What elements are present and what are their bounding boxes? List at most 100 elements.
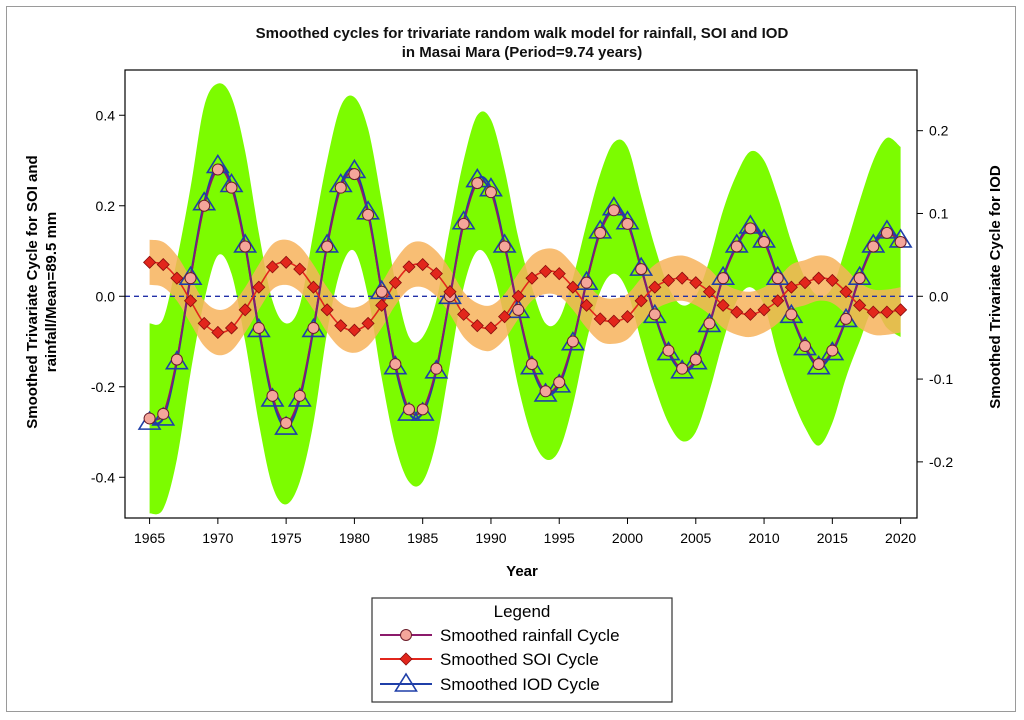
soi-point — [293, 262, 307, 276]
legend-iod-marker — [394, 672, 418, 692]
soi-point — [880, 305, 894, 319]
rainfall-point — [744, 222, 757, 235]
legend-label: Smoothed IOD Cycle — [440, 675, 600, 694]
soi-point — [457, 307, 471, 321]
soi-point — [334, 319, 348, 333]
legend-label: Smoothed rainfall Cycle — [440, 626, 620, 645]
rainfall-point — [403, 403, 416, 416]
soi-point — [306, 280, 321, 294]
soi-point — [361, 316, 375, 330]
soi-point — [539, 264, 553, 278]
rainfall-point — [880, 226, 893, 239]
x-tick-label: 2005 — [680, 530, 711, 546]
chart-title-line2: in Masai Mara (Period=9.74 years) — [402, 44, 643, 61]
soi-point — [279, 255, 293, 269]
soi-point — [443, 285, 457, 299]
rainfall-point — [853, 272, 866, 285]
soi-point — [224, 321, 239, 335]
soi-point — [634, 294, 648, 308]
rainfall-point — [826, 344, 839, 357]
x-tick-label: 2020 — [885, 530, 916, 546]
soi-point — [771, 294, 785, 308]
rainfall-point — [648, 308, 661, 321]
rainfall-point — [894, 235, 907, 248]
y2-tick-label: 0.1 — [929, 205, 949, 221]
soi-point — [525, 271, 539, 285]
soi-point — [607, 314, 621, 328]
soi-point — [593, 312, 607, 326]
rainfall-point — [594, 226, 607, 239]
rainfall-point — [799, 340, 812, 353]
rainfall-point — [703, 317, 716, 330]
soi-point — [702, 285, 717, 299]
rainfall-point — [566, 335, 579, 348]
soi-point — [484, 321, 498, 335]
legend-rainfall-marker — [400, 629, 412, 641]
rainfall-point — [157, 407, 170, 420]
x-tick-label: 2015 — [817, 530, 848, 546]
plot-border — [124, 69, 918, 519]
soi-point — [402, 260, 416, 274]
soi-point — [156, 258, 170, 272]
y-axis-title-line2: rainfall/Mean=89.5 mm — [43, 212, 60, 373]
rainfall-point — [498, 240, 511, 253]
rainfall-point — [457, 217, 470, 230]
soi-point — [566, 280, 580, 294]
soi-point — [170, 271, 184, 285]
rainfall-point — [307, 321, 320, 334]
rainfall-point — [362, 208, 375, 221]
soi-point — [143, 255, 157, 269]
soi-point — [552, 267, 566, 281]
rainfall-point — [389, 358, 402, 371]
soi-point — [689, 276, 703, 290]
x-tick-label: 1995 — [544, 530, 575, 546]
rainfall-point — [375, 285, 388, 298]
x-tick-label: 1965 — [134, 530, 165, 546]
soi-point — [784, 280, 798, 294]
x-tick-label: 1975 — [271, 530, 302, 546]
rainfall-point — [266, 389, 279, 402]
soi-point — [825, 273, 839, 287]
soi-point — [416, 258, 430, 272]
y2-tick-label: -0.1 — [929, 371, 953, 387]
rainfall-point — [225, 181, 238, 194]
y-tick-label: -0.2 — [91, 379, 115, 395]
x-tick-label: 1970 — [202, 530, 233, 546]
soi-point — [320, 303, 334, 317]
rainfall-point — [676, 362, 689, 375]
soi-point — [648, 280, 662, 294]
rainfall-point — [553, 376, 566, 389]
soi-point — [743, 307, 757, 321]
rainfall-point — [484, 186, 497, 199]
rainfall-point — [252, 321, 265, 334]
rainfall-point — [471, 177, 484, 190]
rainfall-point — [717, 272, 730, 285]
soi-point — [798, 276, 812, 290]
rainfall-point — [170, 353, 183, 366]
rainfall-point — [662, 344, 675, 357]
rainfall-point — [771, 272, 784, 285]
soi-point — [265, 260, 280, 274]
soi-point — [498, 310, 512, 324]
x-tick-label: 2000 — [612, 530, 643, 546]
x-tick-label: 2010 — [748, 530, 779, 546]
legend: Legend Smoothed rainfall Cycle Smoothed S… — [371, 597, 673, 703]
chart-title-line1: Smoothed cycles for trivariate random wa… — [256, 25, 789, 42]
soi-point — [252, 280, 266, 294]
soi-point — [757, 303, 771, 317]
rainfall-point — [430, 362, 443, 375]
y-axis-title-line1: Smoothed Trivariate Cycle for SOI and — [24, 155, 41, 428]
rainfall-point — [785, 308, 798, 321]
soi-point — [866, 305, 880, 319]
rainfall-point — [539, 385, 552, 398]
rainfall-point — [730, 240, 743, 253]
soi-point — [388, 276, 402, 290]
legend-label: Smoothed SOI Cycle — [440, 650, 599, 669]
x-tick-label: 1980 — [339, 530, 370, 546]
rainfall-point — [416, 403, 429, 416]
soi-point — [853, 298, 867, 312]
soi-point — [839, 285, 853, 299]
rainfall-point — [867, 240, 880, 253]
legend-soi-marker — [399, 652, 413, 666]
rainfall-point — [239, 240, 252, 253]
